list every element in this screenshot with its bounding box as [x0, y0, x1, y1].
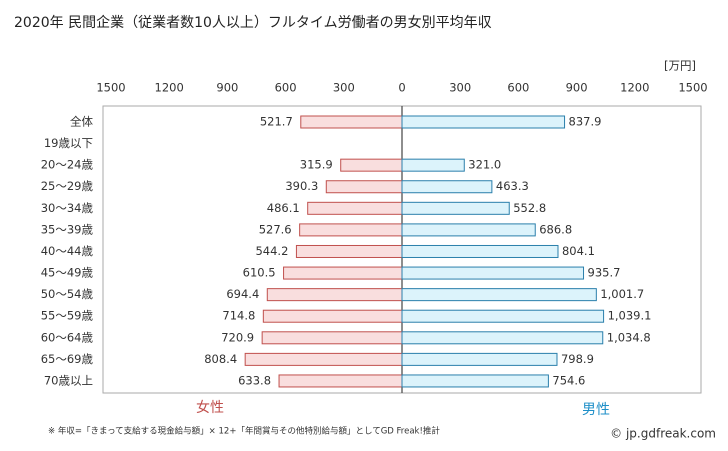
value-label: 1,001.7: [600, 287, 644, 301]
footnote: ※ 年収=「きまって支給する現金給与額」× 12+「年間賞与その他特別給与額」と…: [48, 426, 440, 437]
x-tick-label: 300: [449, 81, 471, 95]
bar: [325, 180, 403, 194]
value-label: 694.4: [226, 287, 259, 301]
category-label: 40～44歳: [41, 244, 94, 258]
category-label: 55～59歳: [41, 309, 94, 323]
category-label: 70歳以上: [44, 373, 93, 387]
bar: [283, 266, 403, 280]
value-label: 686.8: [539, 222, 572, 236]
value-label: 321.0: [468, 158, 501, 172]
bar: [266, 288, 403, 302]
value-label: 714.8: [222, 309, 255, 323]
value-label: 486.1: [267, 201, 300, 215]
value-label: 935.7: [588, 266, 621, 280]
category-label: 20～24歳: [41, 158, 94, 172]
value-label: 837.9: [569, 115, 602, 129]
value-label: 798.9: [561, 352, 594, 366]
category-label: 35～39歳: [41, 222, 94, 236]
bar: [401, 352, 558, 366]
value-label: 527.6: [259, 222, 292, 236]
bar: [300, 115, 403, 129]
bar: [307, 201, 403, 215]
legend-label: 女性: [196, 399, 224, 416]
x-tick-label: 900: [216, 81, 238, 95]
x-tick-label: 1500: [96, 81, 125, 95]
unit-label: [万円]: [664, 59, 696, 73]
value-label: 1,034.8: [607, 330, 651, 344]
category-label: 25～29歳: [41, 179, 94, 193]
bar: [401, 244, 559, 258]
source: © jp.gdfreak.com: [610, 427, 716, 441]
bar: [401, 288, 597, 302]
bar: [295, 244, 403, 258]
category-label: 60～64歳: [41, 330, 94, 344]
value-label: 633.8: [238, 373, 271, 387]
bar: [401, 115, 566, 129]
value-label: 610.5: [243, 266, 276, 280]
bar: [340, 158, 403, 172]
value-label: 521.7: [260, 115, 293, 129]
bar: [401, 309, 605, 323]
bar: [401, 201, 510, 215]
bar: [278, 374, 403, 388]
legend-label: 男性: [582, 402, 610, 418]
bar: [401, 180, 493, 194]
x-tick-label: 600: [507, 81, 529, 95]
bar: [244, 352, 403, 366]
value-label: 315.9: [300, 158, 333, 172]
category-label: 50～54歳: [41, 287, 94, 301]
bar: [401, 223, 536, 237]
category-label: 19歳以下: [44, 136, 93, 150]
value-label: 390.3: [285, 179, 318, 193]
bar: [401, 374, 549, 388]
value-label: 552.8: [513, 201, 546, 215]
bar: [401, 158, 465, 172]
value-label: 544.2: [255, 244, 288, 258]
value-label: 754.6: [552, 373, 585, 387]
value-label: 808.4: [204, 352, 237, 366]
x-tick-label: 1200: [620, 81, 649, 95]
x-tick-label: 1200: [155, 81, 184, 95]
bar: [401, 266, 585, 280]
value-label: 463.3: [496, 179, 529, 193]
bar: [401, 331, 604, 345]
x-tick-label: 0: [398, 81, 405, 95]
value-label: 720.9: [221, 330, 254, 344]
value-label: 804.1: [562, 244, 595, 258]
category-label: 30～34歳: [41, 201, 94, 215]
value-label: 1,039.1: [608, 309, 652, 323]
bar: [261, 331, 403, 345]
x-tick-label: 900: [566, 81, 588, 95]
x-tick-label: 300: [333, 81, 355, 95]
category-label: 全体: [70, 115, 93, 129]
category-label: 65～69歳: [41, 352, 94, 366]
category-label: 45～49歳: [41, 266, 94, 280]
x-tick-label: 600: [275, 81, 297, 95]
bar: [299, 223, 403, 237]
chart-title: 2020年 民間企業（従業者数10人以上）フルタイム労働者の男女別平均年収: [14, 14, 492, 31]
x-tick-label: 1500: [678, 81, 707, 95]
bar: [262, 309, 403, 323]
